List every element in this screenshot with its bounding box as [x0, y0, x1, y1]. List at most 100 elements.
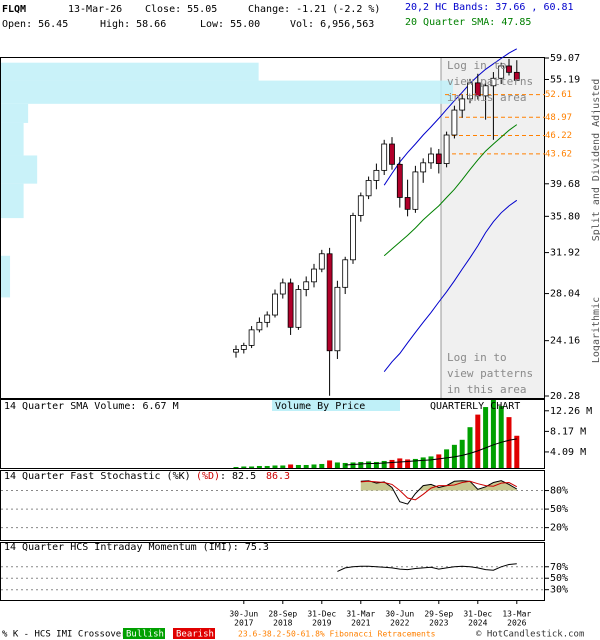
vbp-bar [1, 255, 11, 298]
candle-body [264, 314, 271, 323]
x-tick-label: 2024 [468, 619, 487, 628]
vbp-bar [1, 122, 24, 156]
volume-bar [483, 407, 489, 468]
candle-body [357, 195, 364, 216]
candle-body [435, 153, 442, 164]
login-text: in this area [447, 91, 526, 104]
candle-body [272, 293, 278, 316]
volume-bar [303, 464, 309, 468]
login-text: Log in to [447, 59, 507, 72]
volume-bar [506, 417, 512, 468]
volume-bar [233, 466, 239, 468]
bullish-box [123, 628, 165, 639]
candle-body [365, 180, 372, 197]
y-tick-label: 50% [550, 504, 568, 515]
low: Low: 55.00 [200, 19, 260, 30]
volume-bar [490, 400, 496, 468]
sma-legend: 20 Quarter SMA: 47.85 [405, 17, 531, 28]
y-tick-label: 35.80 [550, 211, 580, 222]
candle-body [256, 321, 263, 331]
vbp-bar [1, 80, 453, 104]
volume-bar [436, 454, 442, 468]
indicator-line [360, 480, 518, 501]
x-tick-label: 28-Sep [268, 610, 297, 619]
y-tick-label: 31.92 [550, 248, 580, 259]
candle-body [381, 143, 388, 171]
volume-bar [405, 459, 411, 468]
login-text: view patterns [447, 75, 533, 88]
candle-body [240, 344, 247, 350]
momentum-panel [0, 542, 545, 601]
volume-bar [366, 461, 372, 468]
candle-body [513, 71, 520, 81]
candle-body [373, 169, 380, 181]
volume-bar [358, 461, 364, 468]
volume-bar [397, 458, 403, 468]
candle-body [303, 281, 310, 290]
candle-body [467, 82, 473, 100]
y-tick-label: 8.17 M [550, 426, 586, 437]
candle-body [295, 289, 302, 328]
y-tick-label: 50% [550, 573, 568, 584]
volume-bar [272, 465, 278, 468]
vbp-bar [1, 62, 259, 81]
close: Close: 55.05 [145, 4, 217, 15]
x-tick-label: 13-Mar [502, 610, 531, 619]
indicator-line [383, 199, 518, 373]
x-tick-label: 30-Jun [229, 610, 258, 619]
indicator-line [383, 124, 518, 257]
volume-bar [514, 435, 520, 468]
candle-body [490, 77, 497, 87]
volume-bar [444, 449, 450, 468]
candle-body [396, 163, 403, 198]
candle-body [420, 162, 427, 173]
vbp-bar [1, 103, 29, 123]
volume-bar [342, 462, 348, 468]
candle-body [506, 65, 512, 73]
y-tick-label: 20.28 [550, 391, 580, 402]
stochastic-legend: (%D) [196, 471, 220, 482]
x-tick-label: 2018 [273, 619, 292, 628]
y-tick-label: 59.07 [550, 53, 580, 64]
chart-annotation: QUARTERLY CHART [430, 401, 520, 412]
y-tick-label: 39.68 [550, 179, 580, 190]
login-text: Log in to [447, 351, 507, 364]
volume: Vol: 6,956,563 [290, 19, 374, 30]
volume-bar [389, 459, 395, 468]
candle-body [326, 253, 333, 352]
volume-bar [249, 466, 255, 468]
candle-body [389, 143, 395, 165]
candle-body [248, 329, 255, 346]
symbol: FLQM [2, 4, 26, 15]
x-tick-label: 2023 [429, 619, 448, 628]
candle-body [342, 259, 349, 288]
candle-body [428, 153, 434, 164]
login-region [441, 58, 544, 398]
vbp-bar [1, 183, 24, 219]
volume-bar [319, 463, 325, 468]
x-tick-label: 30-Jun [385, 610, 414, 619]
volume-bar [256, 465, 262, 468]
open: Open: 56.45 [2, 19, 68, 30]
volume-bar [295, 464, 301, 468]
fib-label: 52.61 [545, 90, 572, 100]
candle-body [233, 349, 239, 353]
stochastic-legend: 14 Quarter Fast Stochastic (%K) [4, 471, 191, 482]
volume-sma [345, 438, 517, 466]
volume-bar [475, 414, 481, 468]
volume-bar [327, 460, 333, 468]
volume-bar [288, 464, 294, 468]
candle-body [287, 282, 294, 328]
candle-body [334, 286, 341, 352]
x-tick-label: 31-Dec [463, 610, 492, 619]
volume-panel [0, 399, 545, 469]
y-tick-label: 12.26 M [550, 406, 592, 417]
bearish-box [173, 628, 215, 639]
candle-body [498, 65, 505, 79]
volume-bar [498, 406, 504, 468]
momentum-title: 14 Quarter HCS Intraday Momentum (IMI): … [4, 542, 269, 553]
stochastic-legend: 86.3 [266, 471, 290, 482]
overbought-area [360, 480, 517, 491]
y-tick-label: 4.09 M [550, 447, 586, 458]
